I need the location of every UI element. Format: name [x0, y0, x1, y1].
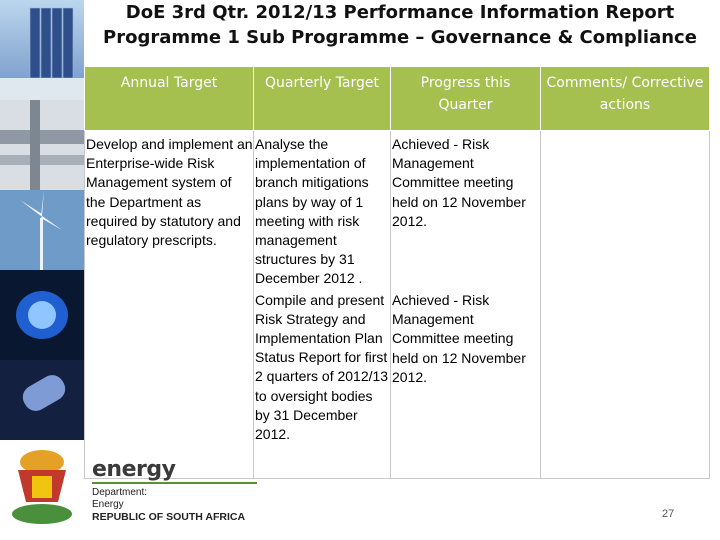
department-label: Department: [92, 487, 148, 498]
light-bulb-image [0, 360, 84, 440]
header-quarterly-target: Quarterly Target [253, 66, 391, 131]
logo-divider [92, 482, 257, 484]
table-row: Develop and implement an Enterprise-wide… [84, 130, 710, 479]
table-header-row: Annual Target Quarterly Target Progress … [84, 66, 710, 131]
progress-2: Achieved - Risk Management Committee mee… [392, 292, 526, 385]
coat-of-arms-icon [0, 440, 84, 540]
energy-logo-text: energy [92, 457, 176, 482]
performance-table: Annual Target Quarterly Target Progress … [84, 66, 710, 479]
header-comments: Comments/ Corrective actions [540, 66, 710, 131]
gas-flame-image [0, 270, 84, 360]
title-line-1: DoE 3rd Qtr. 2012/13 Performance Informa… [125, 2, 675, 23]
annual-target-cell: Develop and implement an Enterprise-wide… [84, 130, 254, 479]
annual-target-text: Develop and implement an Enterprise-wide… [86, 136, 253, 249]
page-title: DoE 3rd Qtr. 2012/13 Performance Informa… [90, 0, 710, 50]
header-progress: Progress this Quarter [390, 66, 541, 131]
comments-cell [540, 130, 710, 479]
quarterly-target-2: Compile and present Risk Strategy and Im… [255, 291, 389, 443]
quarterly-target-cell: Analyse the implementation of branch mit… [253, 130, 391, 479]
quarterly-target-1: Analyse the implementation of branch mit… [255, 136, 369, 287]
solar-panel-image [0, 0, 84, 100]
department-name: Energy [92, 499, 124, 510]
page-number: 27 [662, 508, 675, 520]
progress-cell: Achieved - Risk Management Committee mee… [390, 130, 541, 479]
progress-1: Achieved - Risk Management Committee mee… [392, 136, 526, 229]
pipeline-image [0, 100, 84, 190]
header-annual-target: Annual Target [84, 66, 254, 131]
country-name: REPUBLIC OF SOUTH AFRICA [92, 511, 246, 523]
title-line-2: Programme 1 Sub Programme – Governance &… [103, 27, 697, 48]
photo-sidebar [0, 0, 84, 540]
wind-turbine-image [0, 190, 84, 270]
